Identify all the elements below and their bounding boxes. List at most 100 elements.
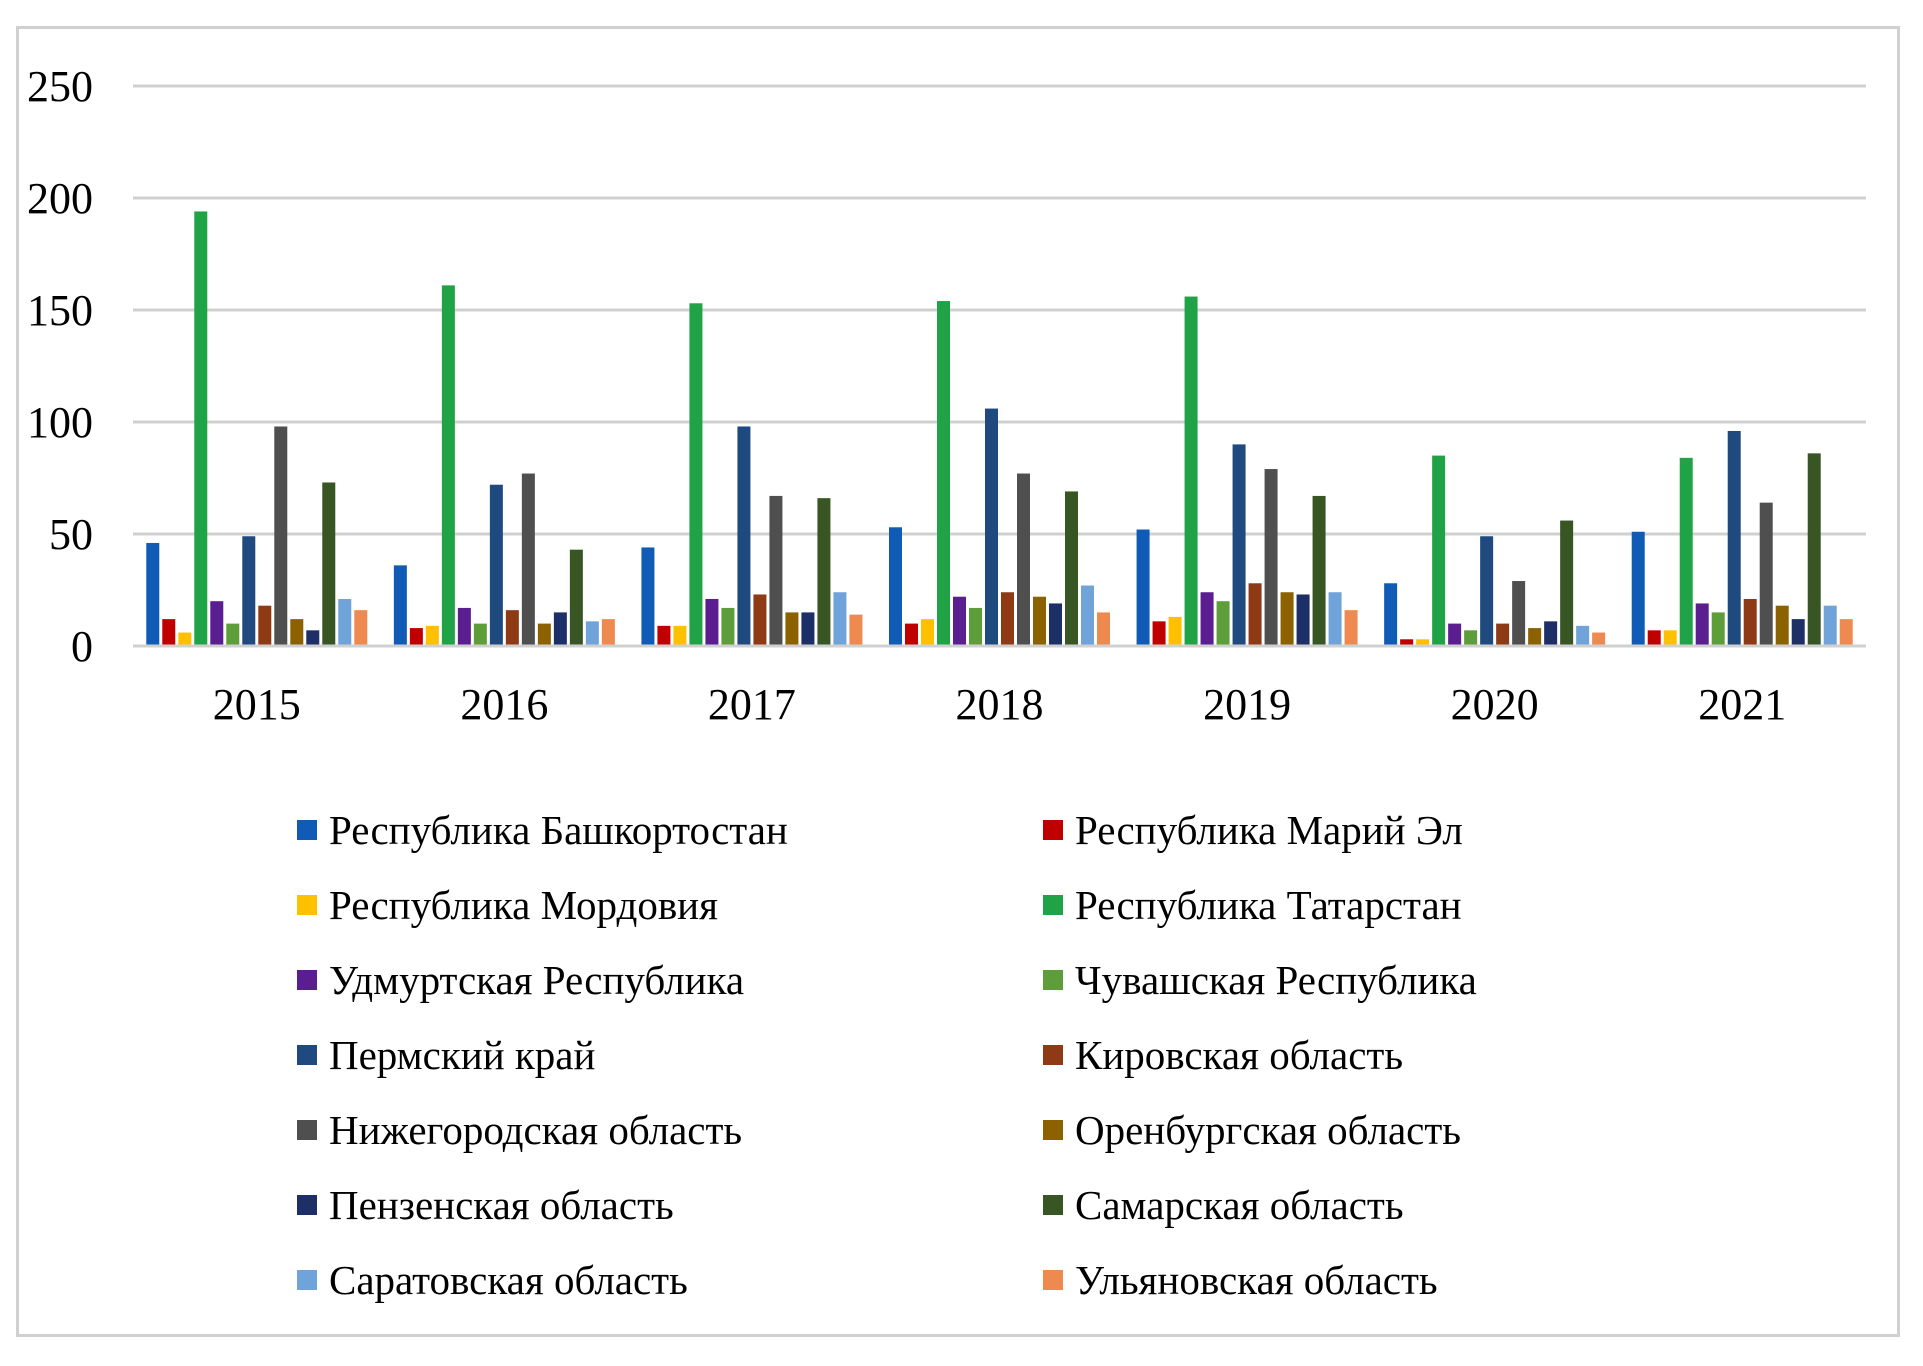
legend-item[interactable]: Пензенская область (297, 1180, 674, 1230)
bar (1416, 639, 1430, 645)
bar (409, 628, 423, 645)
legend-label: Ульяновская область (1075, 1257, 1438, 1303)
legend-item[interactable]: Республика Башкортостан (297, 805, 788, 855)
bar (1647, 630, 1661, 645)
legend-swatch (1043, 895, 1063, 915)
bars (146, 211, 1853, 645)
legend-swatch (1043, 970, 1063, 990)
legend-item[interactable]: Республика Мордовия (297, 880, 718, 930)
legend-item[interactable]: Самарская область (1043, 1180, 1404, 1230)
legend-item[interactable]: Чувашская Республика (1043, 955, 1477, 1005)
bar (1384, 583, 1398, 645)
y-tick-label: 0 (71, 622, 93, 671)
legend-swatch (297, 895, 317, 915)
bar (985, 408, 998, 645)
legend-swatch (297, 1270, 317, 1290)
bar (553, 612, 567, 645)
bar (1136, 529, 1150, 645)
y-tick-label: 150 (27, 286, 93, 335)
bar (274, 426, 288, 645)
bar (1727, 430, 1741, 645)
bar (657, 625, 671, 645)
legend-item[interactable]: Оренбургская область (1043, 1105, 1461, 1155)
legend-item[interactable]: Республика Марий Эл (1043, 805, 1463, 855)
x-tick-label: 2016 (460, 680, 548, 729)
bar (194, 211, 208, 645)
bar (921, 619, 934, 645)
bar (521, 473, 535, 645)
bar (1839, 619, 1853, 645)
legend-label: Пермский край (329, 1032, 596, 1078)
bar (1017, 473, 1030, 645)
bar (1679, 457, 1693, 645)
gridlines (133, 84, 1866, 648)
bar (290, 619, 304, 645)
legend-item[interactable]: Кировская область (1043, 1030, 1403, 1080)
bar (817, 498, 831, 645)
bar (1576, 625, 1590, 645)
legend-label: Нижегородская область (329, 1107, 743, 1153)
legend-item[interactable]: Пермский край (297, 1030, 595, 1080)
bar (1448, 623, 1462, 645)
bar (721, 607, 735, 645)
legend-item[interactable]: Удмуртская Республика (297, 955, 744, 1005)
bar (1512, 581, 1526, 645)
bar (1200, 592, 1214, 645)
legend-label: Республика Башкортостан (329, 807, 788, 853)
bar (537, 623, 551, 645)
bar (1216, 601, 1230, 645)
bar (441, 285, 455, 645)
bar (425, 625, 439, 645)
bar (1711, 612, 1725, 645)
bar (769, 495, 783, 645)
legend-label: Чувашская Республика (1075, 957, 1477, 1003)
bar (1049, 603, 1062, 645)
legend-swatch (297, 1120, 317, 1140)
bar (889, 527, 902, 645)
legend-swatch (297, 970, 317, 990)
bar (1496, 623, 1510, 645)
legend-label: Республика Татарстан (1075, 882, 1462, 928)
bar (1264, 469, 1278, 645)
bar (641, 547, 655, 645)
legend-item[interactable]: Ульяновская область (1043, 1255, 1438, 1305)
x-tick-label: 2020 (1451, 680, 1539, 729)
legend-label: Самарская область (1075, 1182, 1404, 1228)
bar (1280, 592, 1294, 645)
legend-item[interactable]: Саратовская область (297, 1255, 688, 1305)
bar (1791, 619, 1805, 645)
bar (1168, 616, 1182, 645)
bar (785, 612, 799, 645)
bar (1065, 491, 1078, 645)
bar (1544, 621, 1558, 645)
y-tick-label: 50 (49, 510, 93, 559)
bar (1480, 536, 1494, 645)
bar (1592, 632, 1606, 645)
bar (801, 612, 815, 645)
legend-swatch (1043, 1120, 1063, 1140)
bar (1775, 605, 1789, 645)
legend-item[interactable]: Республика Татарстан (1043, 880, 1462, 930)
bar (905, 623, 918, 645)
legend-label: Саратовская область (329, 1257, 688, 1303)
bar (162, 619, 176, 645)
bar (1400, 639, 1414, 645)
bar (1296, 594, 1310, 645)
bar (673, 625, 687, 645)
bar (146, 542, 160, 645)
bar (753, 594, 767, 645)
bar (489, 484, 503, 645)
legend-label: Оренбургская область (1075, 1107, 1461, 1153)
bar (953, 596, 966, 645)
legend-label: Удмуртская Республика (329, 957, 745, 1003)
bar (210, 601, 224, 645)
bar (1033, 596, 1046, 645)
legend-item[interactable]: Нижегородская область (297, 1105, 742, 1155)
bar (1184, 296, 1198, 645)
x-tick-label: 2019 (1203, 680, 1291, 729)
legend-label: Пензенская область (329, 1182, 674, 1228)
bar (969, 607, 982, 645)
bar (1560, 520, 1574, 645)
